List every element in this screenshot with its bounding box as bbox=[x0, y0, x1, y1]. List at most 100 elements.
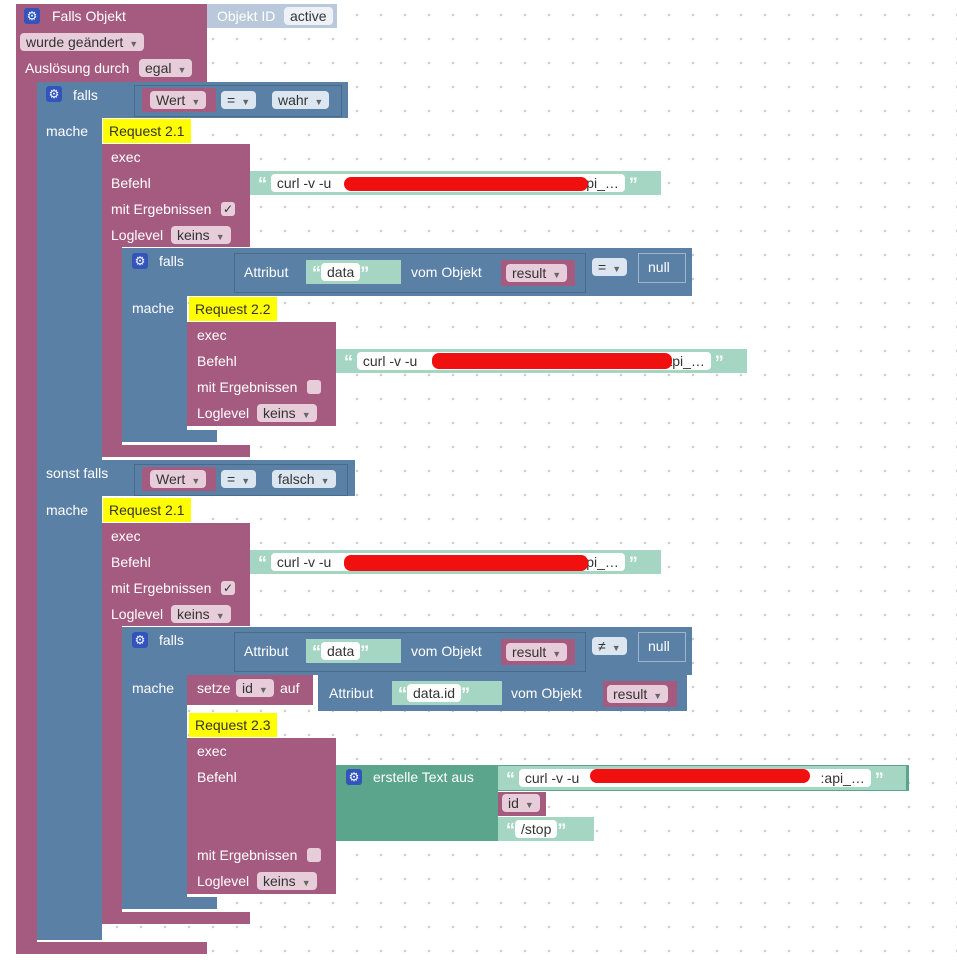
objekt-id-value[interactable]: active bbox=[284, 7, 333, 25]
dropdown-arrow-icon: ▼ bbox=[320, 476, 330, 486]
op-dropdown-if2[interactable]: = ▼ bbox=[592, 258, 628, 276]
open-quote-icon: “ bbox=[506, 820, 515, 841]
loglevel-dropdown-23[interactable]: keins ▼ bbox=[257, 872, 317, 890]
ergebnisse-label-22: mit Ergebnissen bbox=[197, 379, 298, 395]
if2-mache: mache bbox=[132, 300, 175, 316]
dropdown-arrow-icon: ▼ bbox=[241, 476, 251, 486]
attr-string-3[interactable]: “data” bbox=[306, 639, 401, 663]
exec-block-23[interactable] bbox=[187, 738, 336, 894]
open-quote-icon: “ bbox=[258, 174, 267, 195]
gear-icon[interactable]: ⚙ bbox=[346, 769, 362, 785]
setze-var-dropdown[interactable]: id ▼ bbox=[236, 679, 274, 697]
wert-value-1: Wert bbox=[156, 92, 186, 108]
trigger-dropdown[interactable]: wurde geändert ▼ bbox=[20, 33, 145, 51]
dropdown-arrow-icon: ▼ bbox=[258, 685, 268, 695]
wert-dropdown-2[interactable]: Wert ▼ bbox=[150, 470, 207, 488]
null-block-3[interactable] bbox=[638, 632, 686, 662]
ausloesung-dropdown[interactable]: egal ▼ bbox=[139, 59, 193, 77]
exec-label-22: exec bbox=[197, 327, 227, 343]
op-dropdown-2[interactable]: = ▼ bbox=[221, 470, 257, 488]
exec-block-a-bar bbox=[102, 247, 122, 445]
dropdown-arrow-icon: ▼ bbox=[191, 476, 201, 486]
attr-string-2[interactable]: “data” bbox=[306, 260, 401, 284]
gear-icon[interactable]: ⚙ bbox=[132, 632, 148, 648]
if-block-2-footer bbox=[122, 430, 217, 442]
text-part-1-tail: :api_… bbox=[820, 770, 865, 786]
ergebnisse-checkbox-b[interactable]: ✓ bbox=[221, 581, 235, 595]
open-quote-icon: “ bbox=[258, 553, 267, 574]
loglevel-dropdown-a[interactable]: keins ▼ bbox=[171, 226, 231, 244]
open-quote-icon: “ bbox=[312, 263, 321, 284]
loglevel-dropdown-22[interactable]: keins ▼ bbox=[257, 404, 317, 422]
setze-result-dropdown[interactable]: result ▼ bbox=[607, 685, 669, 703]
request-2-3-header[interactable]: Request 2.3 bbox=[189, 713, 277, 737]
ergebnisse-checkbox-22[interactable] bbox=[307, 380, 321, 394]
if-outer-bar-2 bbox=[37, 496, 102, 928]
loglevel-label-a: Loglevel bbox=[111, 227, 164, 243]
dropdown-arrow-icon: ▼ bbox=[241, 97, 251, 107]
request-2-1-title-b: Request 2.1 bbox=[109, 502, 185, 518]
gear-icon[interactable]: ⚙ bbox=[24, 8, 40, 24]
loglevel-dropdown-b[interactable]: keins ▼ bbox=[171, 605, 231, 623]
loglevel-label-23: Loglevel bbox=[197, 873, 250, 889]
loglevel-value-a: keins bbox=[177, 227, 210, 243]
ergebnisse-checkbox-23[interactable] bbox=[307, 848, 321, 862]
request-2-1-title-a: Request 2.1 bbox=[109, 123, 185, 139]
if-outer-bar-1 bbox=[37, 118, 102, 460]
setze-attr-field[interactable]: data.id bbox=[407, 684, 462, 702]
close-quote-icon: ” bbox=[461, 684, 471, 705]
id-dropdown[interactable]: id ▼ bbox=[502, 794, 540, 812]
ausloesung-label: Auslösung durch bbox=[25, 60, 130, 76]
attr-field-2[interactable]: data bbox=[321, 263, 361, 281]
wert-dropdown-1[interactable]: Wert ▼ bbox=[150, 91, 207, 109]
null-label-2: null bbox=[648, 259, 670, 275]
close-quote-icon: ” bbox=[714, 352, 724, 373]
dropdown-arrow-icon: ▼ bbox=[301, 878, 311, 888]
op-dropdown-if3[interactable]: ≠ ▼ bbox=[592, 637, 627, 655]
bool-value-2: falsch bbox=[278, 471, 315, 487]
open-quote-icon: “ bbox=[344, 352, 353, 373]
op-value-1: = bbox=[227, 92, 236, 108]
loglevel-value-23: keins bbox=[263, 873, 296, 889]
setze-attr-string[interactable]: “data.id” bbox=[392, 681, 502, 705]
loglevel-value-b: keins bbox=[177, 606, 210, 622]
request-2-1-header-b[interactable]: Request 2.1 bbox=[103, 498, 191, 522]
gear-icon[interactable]: ⚙ bbox=[132, 253, 148, 269]
ausloesung-value: egal bbox=[145, 60, 172, 76]
request-2-2-header[interactable]: Request 2.2 bbox=[189, 297, 277, 321]
if-outer-sonst-falls: sonst falls bbox=[46, 465, 109, 481]
bool-dropdown-1[interactable]: wahr ▼ bbox=[272, 91, 330, 109]
loglevel-label-b: Loglevel bbox=[111, 606, 164, 622]
befehl-text-b: curl -v -u bbox=[276, 554, 332, 570]
dropdown-arrow-icon: ▼ bbox=[612, 264, 622, 274]
result-dropdown-2[interactable]: result ▼ bbox=[506, 264, 568, 282]
null-label-3: null bbox=[648, 638, 670, 654]
loglevel-label-22: Loglevel bbox=[197, 405, 250, 421]
text-part-3-field[interactable]: /stop bbox=[515, 820, 558, 838]
attr-field-3[interactable]: data bbox=[321, 642, 361, 660]
op-value-2: = bbox=[227, 471, 236, 487]
close-quote-icon: ” bbox=[628, 174, 638, 195]
text-part-3[interactable]: “/stop” bbox=[498, 817, 594, 841]
null-block-2[interactable] bbox=[638, 253, 686, 283]
if-outer-mache-2: mache bbox=[46, 502, 89, 518]
if-outer-mache-1: mache bbox=[46, 123, 89, 139]
ergebnisse-checkbox-a[interactable]: ✓ bbox=[221, 202, 235, 216]
redaction-mark bbox=[590, 769, 810, 783]
bool-dropdown-2[interactable]: falsch ▼ bbox=[272, 470, 336, 488]
loglevel-value-22: keins bbox=[263, 405, 296, 421]
close-quote-icon: ” bbox=[557, 820, 567, 841]
result-dropdown-3[interactable]: result ▼ bbox=[506, 643, 568, 661]
exec-block-b-footer bbox=[102, 912, 250, 924]
event-block-footer bbox=[16, 942, 207, 954]
gear-icon[interactable]: ⚙ bbox=[46, 86, 62, 102]
request-2-1-header-a[interactable]: Request 2.1 bbox=[103, 119, 191, 143]
request-2-2-title: Request 2.2 bbox=[195, 301, 271, 317]
objekt-id-label: Objekt ID bbox=[217, 8, 276, 24]
redaction-mark bbox=[344, 177, 588, 191]
op-dropdown-1[interactable]: = ▼ bbox=[221, 91, 257, 109]
if-block-3-footer bbox=[122, 897, 217, 909]
befehl-label-b: Befehl bbox=[111, 554, 151, 570]
trigger-value: wurde geändert bbox=[26, 34, 124, 50]
open-quote-icon: “ bbox=[398, 684, 407, 705]
